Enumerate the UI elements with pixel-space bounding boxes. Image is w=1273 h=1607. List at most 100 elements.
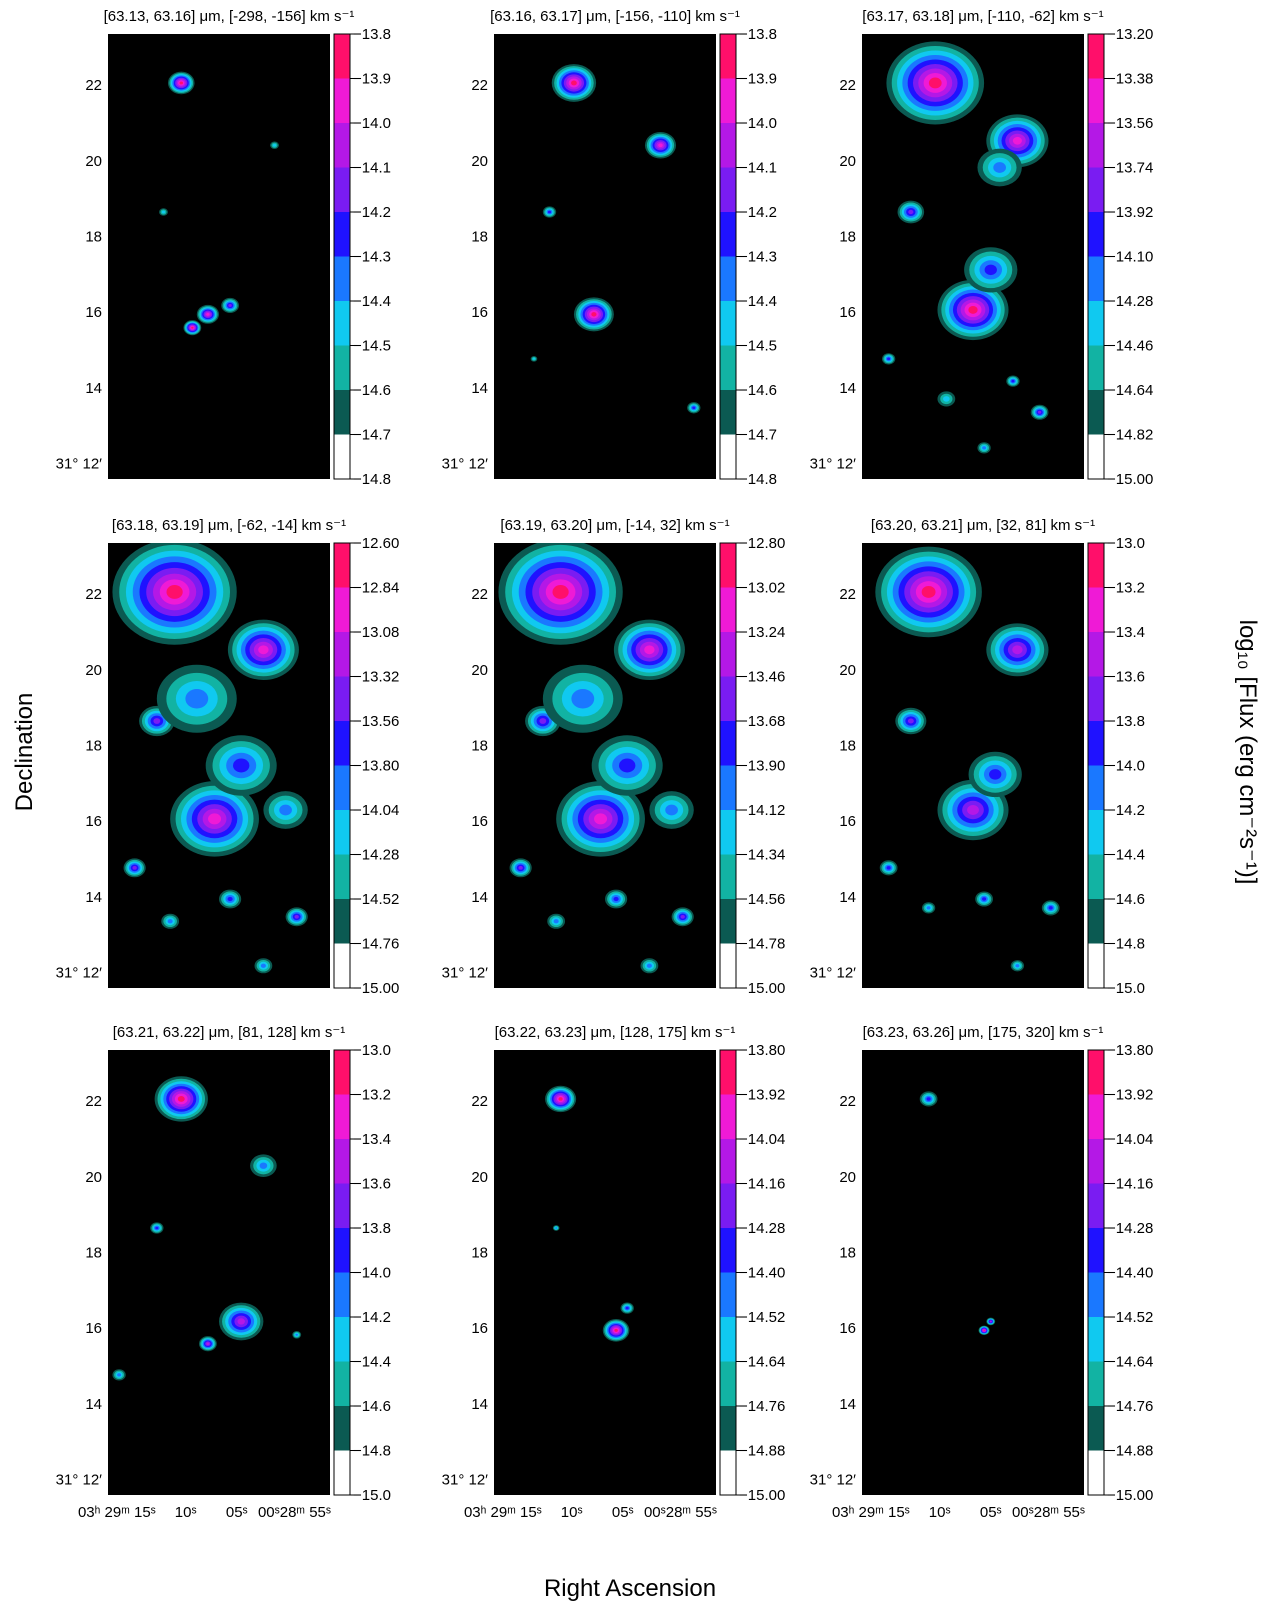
emission-contour [166,585,183,599]
colorbar-segment [720,256,736,301]
emission-contour [179,81,183,85]
emission-contour [1012,645,1023,655]
dec-tick-label: 18 [85,737,102,754]
colorbar-tick-label: −14.56 [739,891,785,908]
dec-tick-label: 14 [839,889,856,906]
colorbar-segment [1088,1272,1104,1317]
colorbar-segment [720,676,736,721]
colorbar-segment [1088,543,1104,588]
colorbar-segment [334,390,350,435]
panel-8: [63.22, 63.23] μm, [128, 175] km s⁻¹ 22 20… [442,1024,786,1521]
emission-contour [967,804,979,816]
colorbar-segment [334,676,350,721]
colorbar-segment [720,1406,736,1451]
dec-tick-label: 31° 12′ [810,964,857,981]
colorbar-tick-label: −14.40 [1107,1265,1153,1282]
colorbar-segment [1088,765,1104,810]
colorbar-tick-label: −13.56 [1107,115,1153,132]
emission-contour [553,919,559,924]
panel-2: [63.16, 63.17] μm, [-156, -110] km s⁻¹ 22… [442,8,777,488]
colorbar-tick-label: −13.80 [739,1042,785,1059]
colorbar-segment [1088,1050,1104,1095]
colorbar-segment [720,434,736,479]
emission-contour [233,758,250,773]
colorbar-tick-label: −13.56 [353,713,399,730]
emission-contour [928,77,942,89]
colorbar-segment [334,587,350,632]
colorbar-segment [1088,78,1104,123]
colorbar-tick-label: −15.00 [353,980,399,997]
colorbar-segment [720,943,736,988]
colorbar-tick-label: −15.00 [1107,471,1153,488]
emission-contour [926,1097,931,1101]
emission-contour [259,1162,268,1169]
colorbar-tick-label: −14.34 [739,847,785,864]
colorbar-segment [720,1361,736,1406]
colorbar-tick-label: −14.82 [1107,427,1153,444]
colorbar-tick-label: −14.0 [1107,758,1145,775]
colorbar-segment [1088,390,1104,435]
colorbar-segment [1088,1139,1104,1184]
colorbar-tick-label: −14.40 [739,1265,785,1282]
dec-tick-label: 16 [471,304,488,321]
emission-contour [161,210,166,214]
colorbar-segment [1088,167,1104,212]
panel-9: [63.23, 63.26] μm, [175, 320] km s⁻¹ 22 20… [810,1024,1154,1521]
emission-contour [539,718,547,724]
dec-tick-label: 16 [471,813,488,830]
colorbar-segment [334,899,350,944]
y-axis-label: Declination [11,693,38,812]
colorbar-segment [1088,1228,1104,1273]
colorbar-tick-label: −14.16 [739,1176,785,1193]
colorbar-tick-label: −14.0 [353,1265,391,1282]
colorbar-tick-label: −13.6 [353,1176,391,1193]
colorbar-tick-label: −13.80 [1107,1042,1153,1059]
panel-3: [63.17, 63.18] μm, [-110, -62] km s⁻¹ 22 2… [810,8,1154,488]
panel-title: [63.17, 63.18] μm, [-110, -62] km s⁻¹ [862,8,1103,25]
colorbar-tick-label: −12.60 [353,535,399,552]
dec-tick-label: 22 [471,77,488,94]
colorbar-tick-label: −14.04 [739,1131,785,1148]
colorbar-axis-label: log₁₀ [Flux (erg cm⁻²s⁻¹)] [1234,620,1261,885]
colorbar-segment [1088,1406,1104,1451]
colorbar-tick-label: −14.52 [1107,1309,1153,1326]
colorbar-segment [720,1183,736,1228]
dec-tick-label: 16 [85,813,102,830]
panel-grid: [63.13, 63.16] μm, [-298, -156] km s⁻¹ 22… [56,8,1154,1521]
colorbar-tick-label: −12.84 [353,580,399,597]
colorbar-segment [1088,256,1104,301]
colorbar-segment [334,1450,350,1495]
colorbar-tick-label: −15.00 [739,1487,785,1504]
colorbar-tick-label: −14.5 [353,338,391,355]
colorbar-tick-label: −15.0 [1107,980,1145,997]
colorbar-segment [720,543,736,588]
emission-contour [279,804,292,816]
colorbar-tick-label: −14.8 [353,1443,391,1460]
emission-map [881,41,1049,454]
colorbar-segment [1088,721,1104,766]
colorbar-segment [334,1361,350,1406]
dec-tick-label: 20 [471,1169,488,1186]
dec-tick-label: 16 [85,1320,102,1337]
dec-tick-label: 31° 12′ [442,455,489,472]
colorbar-tick-label: −14.76 [353,936,399,953]
emission-contour [658,143,663,148]
colorbar-tick-label: −14.4 [353,293,391,310]
emission-contour [625,1306,629,1310]
colorbar-tick-label: −13.46 [739,669,785,686]
emission-contour [155,1226,159,1230]
emission-contour [295,1333,298,1336]
colorbar-tick-label: −14.6 [1107,891,1145,908]
emission-contour [993,162,1006,173]
colorbar-segment [1088,123,1104,168]
map-image [494,1050,716,1495]
colorbar-segment [334,78,350,123]
colorbar-tick-label: −13.4 [1107,624,1145,641]
colorbar-segment [334,1272,350,1317]
colorbar-segment [1088,854,1104,899]
colorbar-segment [720,78,736,123]
colorbar-segment [720,1228,736,1273]
colorbar-tick-label: −14.04 [1107,1131,1153,1148]
panel-title: [63.23, 63.26] μm, [175, 320] km s⁻¹ [863,1024,1104,1041]
colorbar-tick-label: −14.88 [739,1443,785,1460]
